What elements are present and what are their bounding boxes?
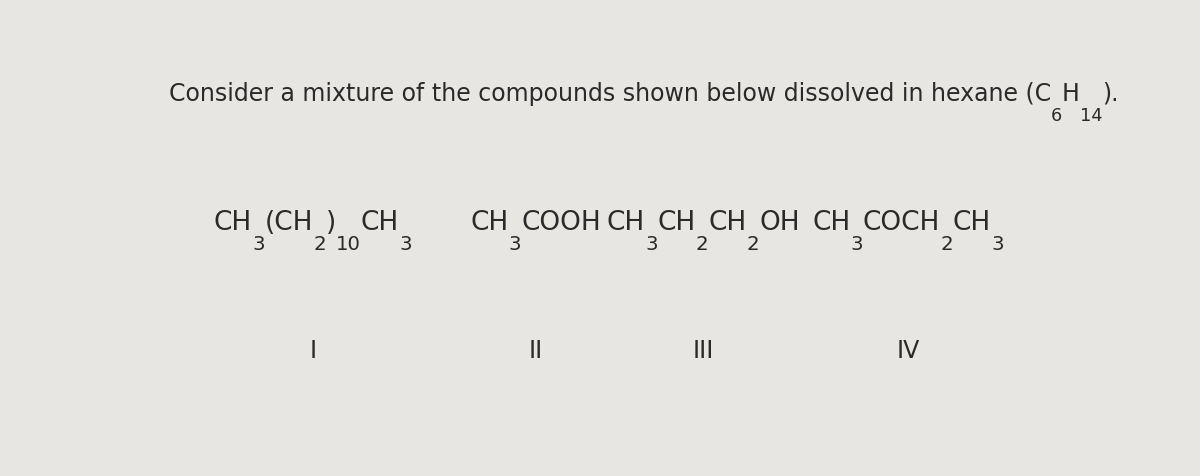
Text: ): ) — [325, 209, 336, 235]
Text: H: H — [1062, 82, 1080, 106]
Text: Consider a mixture of the compounds shown below dissolved in hexane (C: Consider a mixture of the compounds show… — [168, 82, 1051, 106]
Text: (CH: (CH — [265, 209, 313, 235]
Text: CH: CH — [361, 209, 400, 235]
Text: CH: CH — [658, 209, 696, 235]
Text: ).: ). — [1103, 82, 1118, 106]
Text: 3: 3 — [644, 235, 658, 254]
Text: 2: 2 — [941, 235, 953, 254]
Text: IV: IV — [896, 338, 919, 362]
Text: 14: 14 — [1080, 107, 1103, 125]
Text: 3: 3 — [400, 235, 412, 254]
Text: CH: CH — [470, 209, 509, 235]
Text: 2: 2 — [746, 235, 760, 254]
Text: 3: 3 — [509, 235, 522, 254]
Text: III: III — [692, 338, 714, 362]
Text: CH: CH — [953, 209, 991, 235]
Text: 2: 2 — [313, 235, 325, 254]
Text: CH: CH — [812, 209, 851, 235]
Text: CH: CH — [708, 209, 746, 235]
Text: I: I — [310, 338, 317, 362]
Text: OH: OH — [760, 209, 800, 235]
Text: 10: 10 — [336, 235, 361, 254]
Text: 3: 3 — [851, 235, 863, 254]
Text: COCH: COCH — [863, 209, 941, 235]
Text: CH: CH — [214, 209, 252, 235]
Text: COOH: COOH — [522, 209, 601, 235]
Text: II: II — [529, 338, 544, 362]
Text: 3: 3 — [991, 235, 1004, 254]
Text: CH: CH — [607, 209, 644, 235]
Text: 3: 3 — [252, 235, 265, 254]
Text: 6: 6 — [1051, 107, 1062, 125]
Text: 2: 2 — [696, 235, 708, 254]
